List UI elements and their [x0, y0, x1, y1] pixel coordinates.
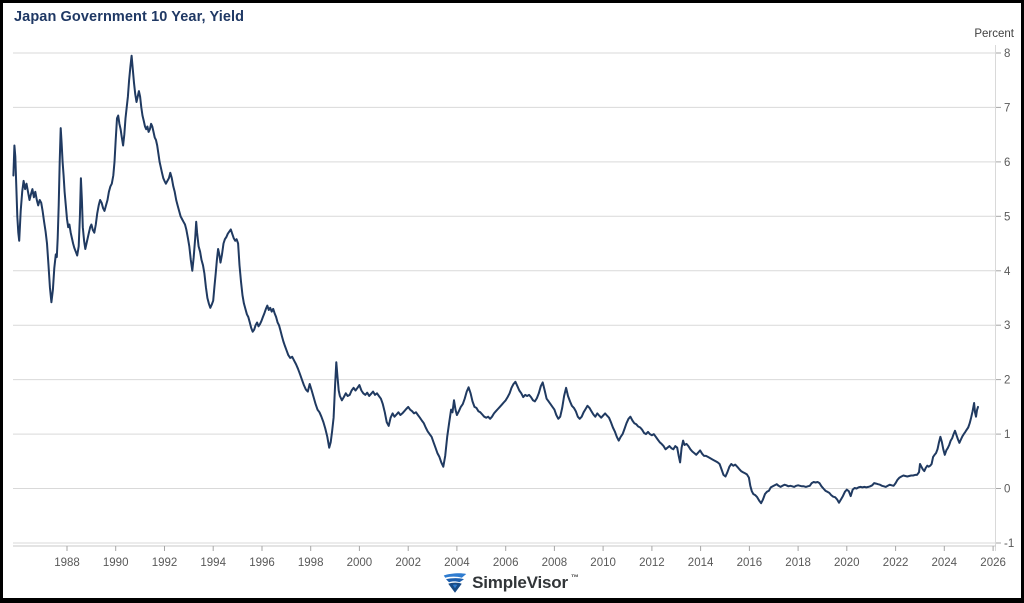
yield-line-chart: 8 7 6 5 4 3 2 1 0 -1 1988 1990 1992 1994 1996 1998 2000 2… [12, 28, 1015, 569]
svg-text:8: 8 [1004, 48, 1010, 60]
chart-title: Japan Government 10 Year, Yield [14, 9, 245, 25]
svg-text:5: 5 [1004, 211, 1010, 223]
svg-text:3: 3 [1004, 320, 1010, 332]
svg-text:4: 4 [1004, 266, 1011, 278]
simplevisor-wordmark: SimpleVisor [472, 573, 568, 592]
svg-text:1990: 1990 [103, 557, 129, 569]
svg-text:2004: 2004 [444, 557, 470, 569]
svg-text:Percent: Percent [974, 28, 1014, 40]
svg-text:2016: 2016 [737, 557, 763, 569]
svg-text:2020: 2020 [834, 557, 860, 569]
svg-text:1994: 1994 [200, 557, 226, 569]
svg-text:2008: 2008 [542, 557, 568, 569]
svg-text:2: 2 [1004, 375, 1010, 387]
svg-text:6: 6 [1004, 157, 1010, 169]
svg-text:2000: 2000 [347, 557, 373, 569]
svg-text:2012: 2012 [639, 557, 665, 569]
svg-text:2026: 2026 [980, 557, 1006, 569]
svg-text:2010: 2010 [590, 557, 616, 569]
svg-text:2002: 2002 [395, 557, 421, 569]
svg-text:0: 0 [1004, 484, 1010, 496]
svg-text:1996: 1996 [249, 557, 275, 569]
svg-text:2022: 2022 [883, 557, 909, 569]
svg-text:2014: 2014 [688, 557, 714, 569]
trademark-symbol: ™ [570, 572, 579, 582]
svg-text:1998: 1998 [298, 557, 324, 569]
svg-text:2018: 2018 [785, 557, 811, 569]
svg-text:-1: -1 [1004, 538, 1014, 550]
simplevisor-eagle-icon [443, 573, 467, 593]
svg-text:7: 7 [1004, 102, 1010, 114]
svg-text:1988: 1988 [54, 557, 80, 569]
svg-text:1992: 1992 [152, 557, 178, 569]
svg-text:1: 1 [1004, 429, 1010, 441]
svg-text:2024: 2024 [932, 557, 958, 569]
svg-text:2006: 2006 [493, 557, 519, 569]
simplevisor-logo: SimpleVisor ™ [3, 569, 1021, 597]
